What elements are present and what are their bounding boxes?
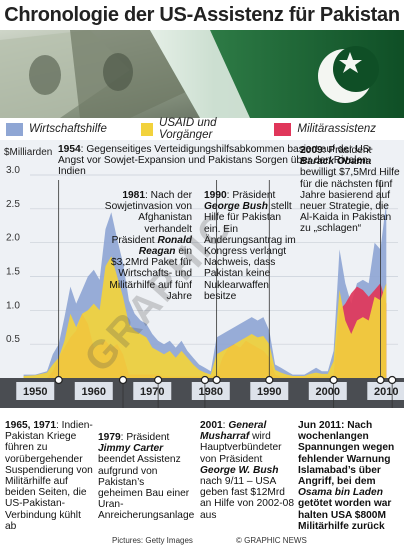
x-tick-label: 1960 [82,386,106,398]
annotation-year: 1954 [58,144,81,155]
dollar-flag-illustration [0,30,404,118]
event-marker [376,375,385,385]
credit-pictures: Pictures: Getty Images [112,536,193,545]
annotation-year: 1981 [122,190,145,201]
x-tick-box [250,382,289,400]
event-marker [200,375,210,385]
annotation-text: : Präsident [120,432,170,443]
annotation-name: Jimmy Carter [98,443,164,455]
legend: Wirtschaftshilfe USAID und Vorgänger Mil… [0,117,404,141]
y-tick-label: 2.5 [6,199,20,210]
annotation-name: Ronald Reagan [138,234,192,258]
x-tick-box [191,382,230,400]
legend-item-usaid: USAID und Vorgänger [135,117,241,141]
annotation-year: 1990 [204,190,227,201]
event-marker [118,375,128,385]
portrait-icon [103,53,133,91]
x-tick-label: 1990 [257,386,281,398]
annotation-text: ein $3,2Mrd Paket für Wirtschafts- und M… [109,246,192,302]
annotation-name: Barack Obama [300,156,372,168]
annotation-name: George W. Bush [200,464,279,476]
y-tick-label: 3.0 [6,165,20,176]
annotation-name: George Bush [204,201,268,213]
chart-area: $Milliarden 3.0 2.5 2.0 1.5 1.0 0.5 1950 1960 197… [0,140,404,408]
annotation-text: : Präsident [226,190,276,201]
portrait-icon [29,55,61,95]
x-tick-box [133,382,172,400]
annotation-1990: 1990: Präsident George Bush stellt Hilfe… [204,190,300,302]
annotation-year: 1979 [98,432,121,443]
annotation-text: beendet Assistenz aufgrund von Pakistan’… [98,454,195,522]
annotation-text: Jun 2011: Nach wochenlangen Spannungen w… [298,420,395,488]
x-tick-box [74,382,113,400]
event-marker [388,375,397,385]
legend-swatch-wirtschaftshilfe [6,122,23,136]
x-tick-box [16,382,55,400]
annotation-1954: 1954: Gegenseitiges Verteidigungshilfsab… [58,144,398,178]
annotation-1965-1971: 1965, 1971: Indien-Pakistan Kriege führe… [5,420,93,532]
annotation-text: bewilligt $7,5Mrd Hilfe für die nächsten… [300,167,400,235]
annotation-1979: 1979: Präsident Jimmy Carter beendet Ass… [98,432,194,522]
x-tick-label: 2010 [374,386,398,398]
annotation-2011: Jun 2011: Nach wochenlangen Spannungen w… [298,420,402,532]
y-tick-label: 0.5 [6,334,20,345]
x-tick-label: 1970 [140,386,164,398]
annotation-name: General Musharraf [200,420,267,443]
event-marker [54,375,63,385]
event-marker [212,375,221,385]
legend-swatch-militaerassistenz [274,122,292,136]
legend-label: Militärassistenz [297,123,376,135]
annotation-2001: 2001: General Musharraf wird Hauptverbün… [200,420,294,521]
banner-image [0,30,404,118]
annotation-text: stellt Hilfe für Pakistan ein. Ein Änder… [204,201,296,302]
legend-swatch-usaid [140,122,154,136]
annotation-text: : Indien-Pakistan Kriege führen zu vorüb… [5,420,93,532]
area-chart: $Milliarden 3.0 2.5 2.0 1.5 1.0 0.5 1950 1960 197… [0,147,404,408]
annotation-text: : [222,420,226,431]
annotation-year: 1965, 1971 [5,420,56,431]
annotation-2009: 2009: Präsident Barack Obama bewilligt $… [300,145,400,235]
y-tick-label: 1.0 [6,300,20,311]
annotation-text: : Nach der Sowjetinvasion von Afghanista… [104,190,192,246]
annotation-name: Osama bin Laden [298,487,383,499]
x-tick-label: 1980 [199,386,223,398]
x-tick-box [308,382,347,400]
annotation-year: 2009 [300,145,323,156]
x-tick-box [367,382,404,400]
area-series-1 [23,256,387,378]
legend-label: USAID und Vorgänger [159,117,217,141]
x-tick-label: 2000 [316,386,340,398]
annotation-text: : Präsident [322,145,372,156]
star-icon [339,52,362,73]
annotation-text: wird Hauptverbündeter von Präsident [200,431,282,465]
event-marker [154,375,163,385]
legend-item-militaerassistenz: Militärassistenz [268,122,376,136]
annotation-year: 2001 [200,420,223,431]
annotation-1981: 1981: Nach der Sowjetinvasion von Afghan… [104,190,192,302]
y-tick-label: 1.5 [6,267,20,278]
y-tick-label: 2.0 [6,233,20,244]
credit-copyright: © GRAPHIC NEWS [236,536,307,545]
event-marker [265,375,274,385]
page-title: Chronologie der US-Assistenz für Pakista… [0,0,404,30]
bottom-annotations: 1965, 1971: Indien-Pakistan Kriege führe… [0,408,404,548]
annotation-text: : Gegenseitiges Verteidigungshilfsabkomm… [58,144,373,178]
event-marker [329,375,338,385]
x-tick-label: 1950 [23,386,47,398]
annotation-text: getötet worden war halten USA $800M Mili… [298,498,392,532]
legend-label: Wirtschaftshilfe [29,123,107,135]
legend-item-wirtschaftshilfe: Wirtschaftshilfe [0,122,107,136]
annotation-text: nach 9/11 – USA geben fast $12Mrd an Hil… [200,476,295,521]
y-axis-label: $Milliarden [4,147,52,158]
